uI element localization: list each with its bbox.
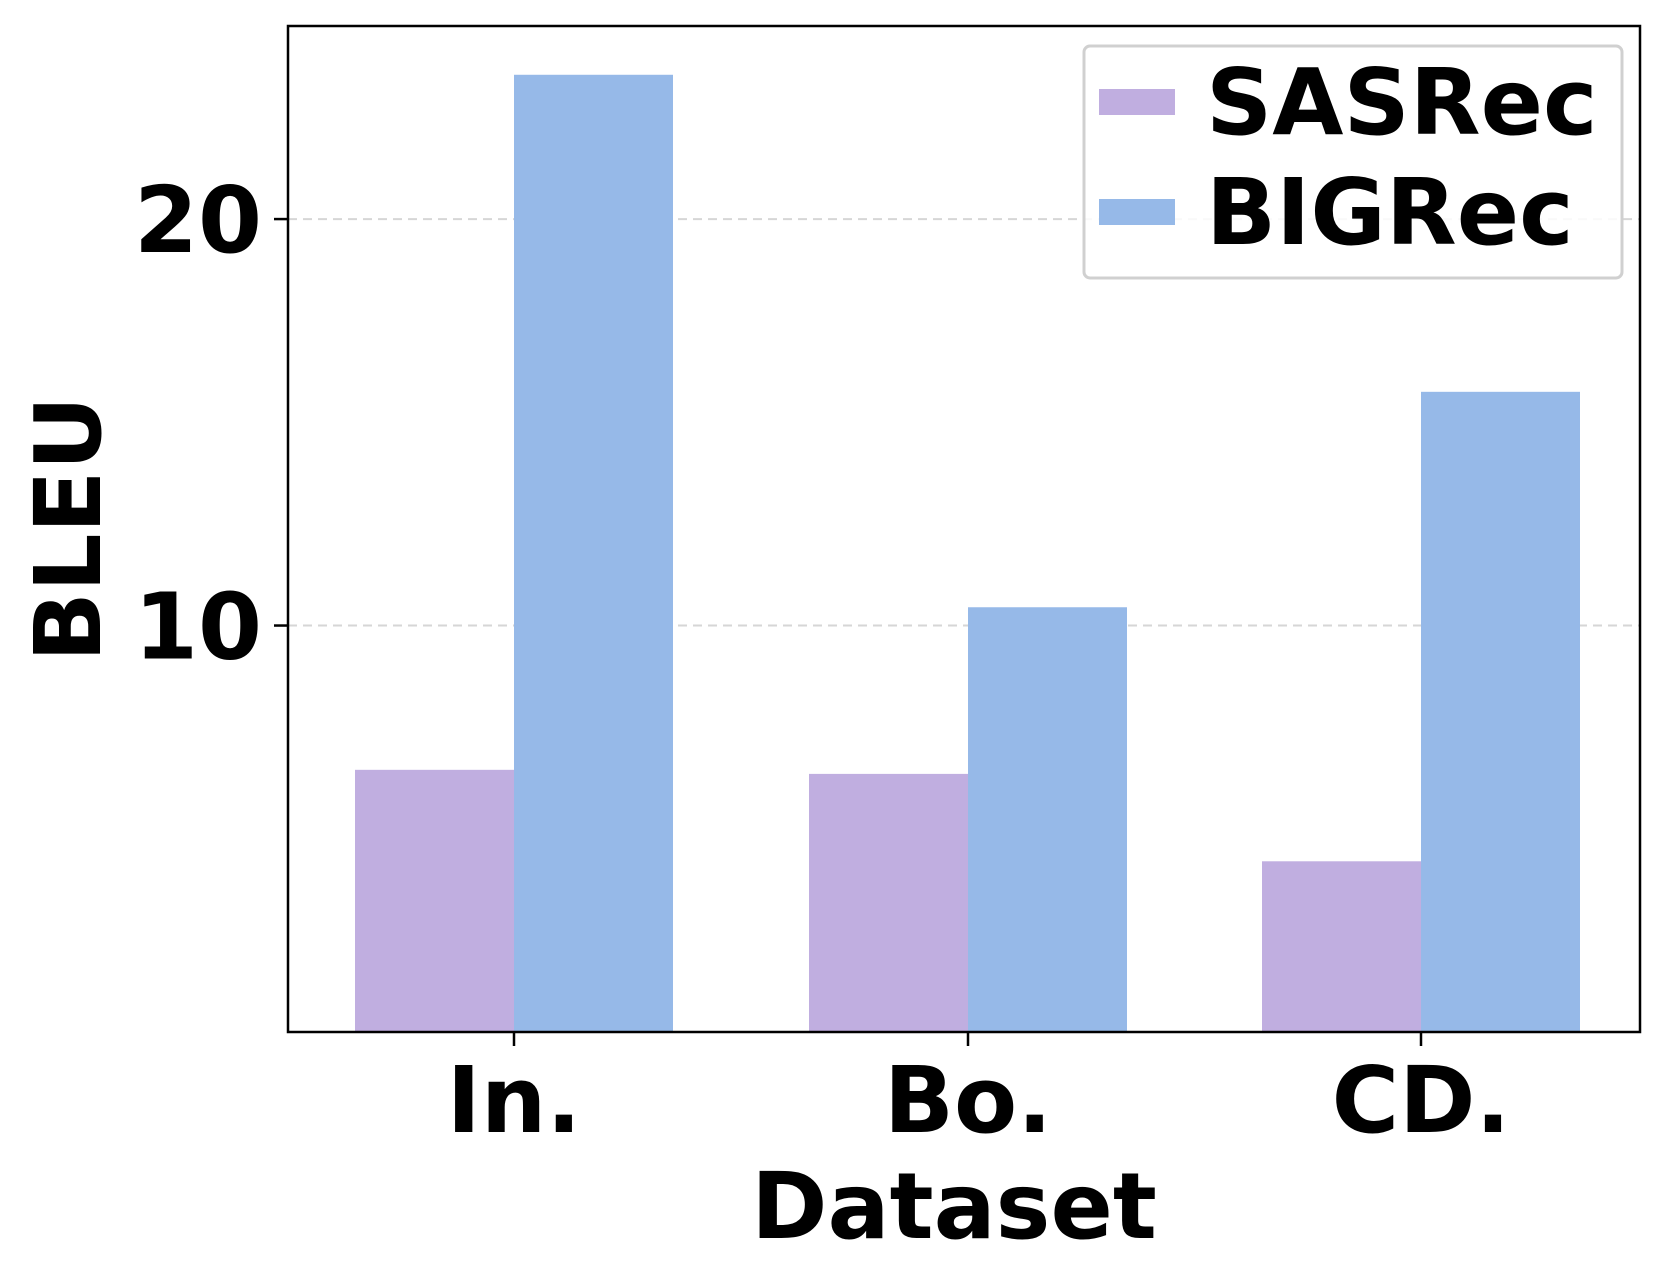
bar-sasrec-bo <box>809 773 968 1032</box>
x-tick-label: Bo. <box>884 1047 1052 1154</box>
y-tick-label: 10 <box>134 574 262 681</box>
legend-box <box>1082 44 1624 280</box>
legend-swatch-sasrec <box>1099 89 1175 115</box>
bar-sasrec-in <box>355 769 514 1032</box>
bar-bigrec-in <box>514 74 673 1032</box>
legend-label-bigrec: BIGRec <box>1206 159 1574 266</box>
bars <box>355 74 1580 1032</box>
legend-swatch-bigrec <box>1099 199 1175 225</box>
x-tick-label: CD. <box>1332 1047 1511 1154</box>
plot-frame <box>286 24 1642 1034</box>
x-axis-title: Dataset <box>751 1153 1157 1260</box>
legend-label-sasrec: SASRec <box>1206 49 1598 156</box>
legend: SASRec BIGRec <box>1082 44 1624 280</box>
y-axis-title: BLEU <box>15 396 122 662</box>
y-tick-label: 20 <box>134 167 262 274</box>
bar-bigrec-bo <box>968 607 1127 1032</box>
x-tick-label: In. <box>447 1047 582 1154</box>
bar-bigrec-cd <box>1421 391 1580 1032</box>
bar-sasrec-cd <box>1262 861 1421 1032</box>
axis-ticks: 10 20 In. Bo. CD. <box>134 167 1510 1154</box>
